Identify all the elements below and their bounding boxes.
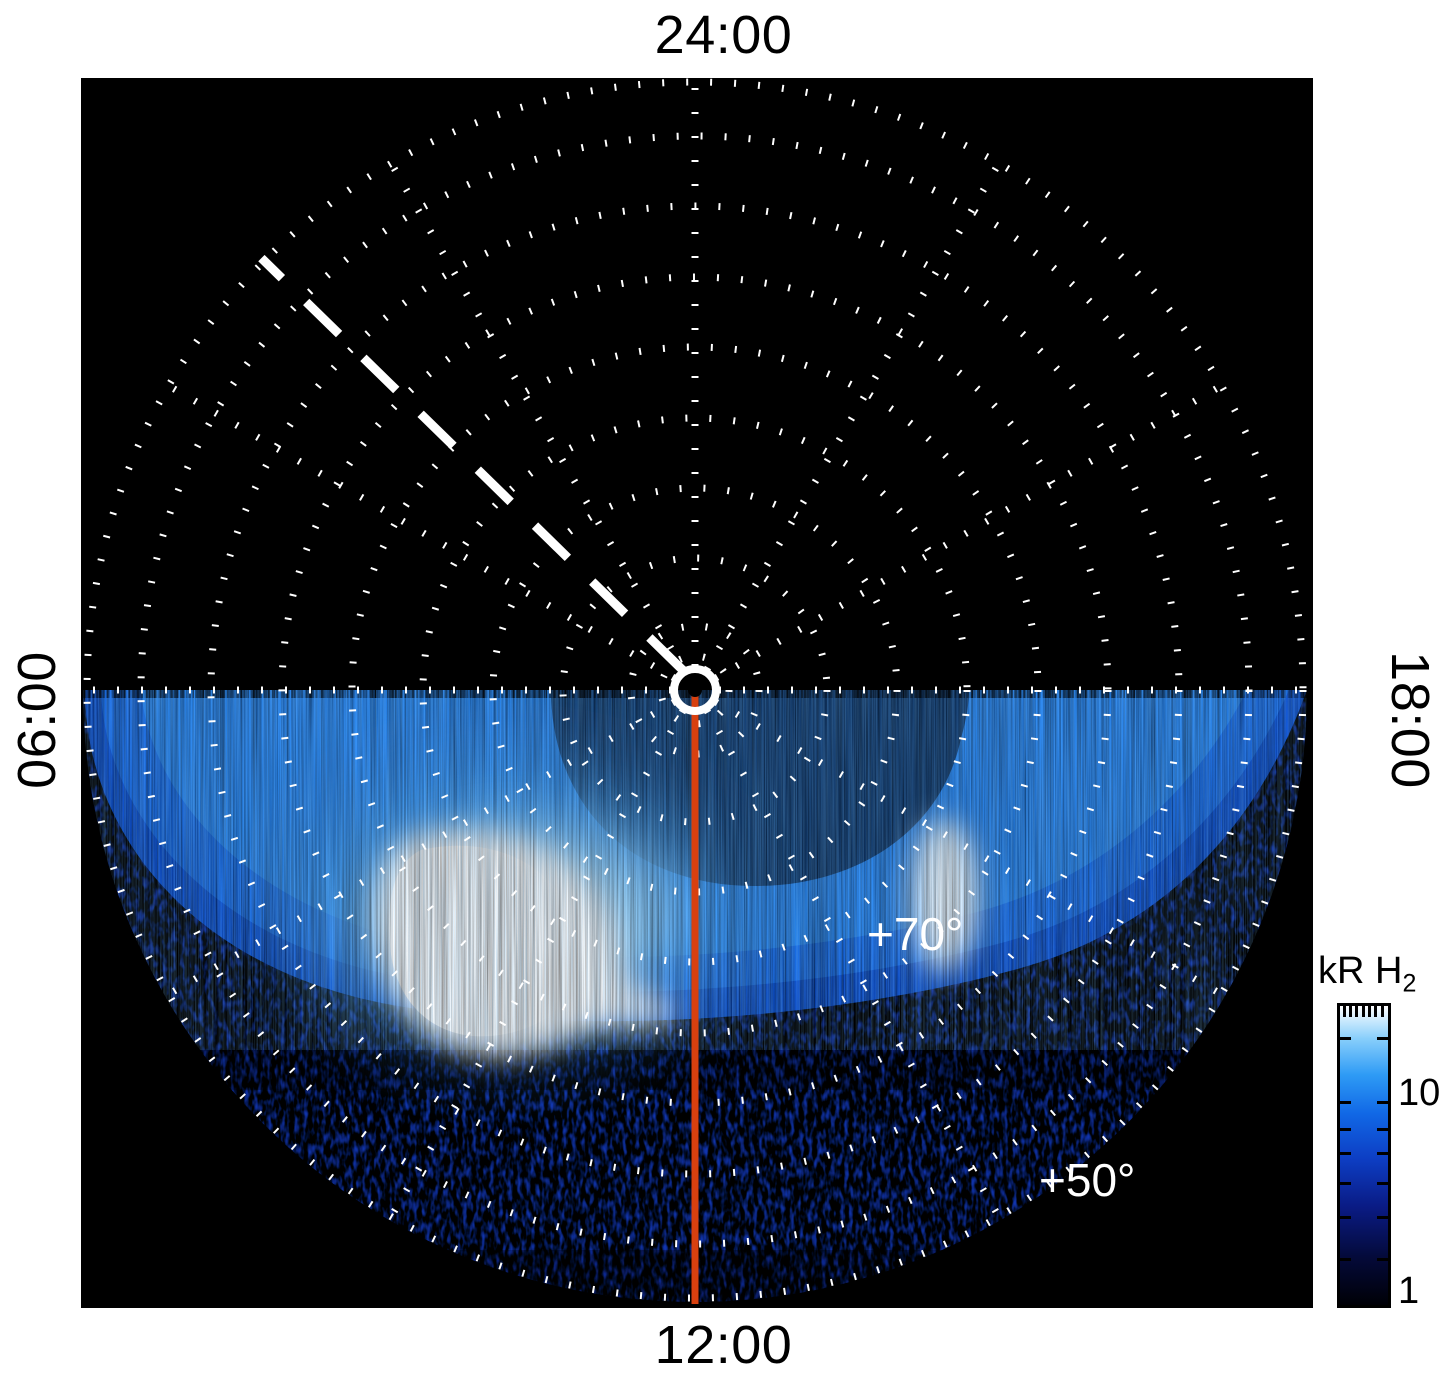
grid-circle-outer bbox=[83, 78, 1307, 1302]
latitude-label-50: +50° bbox=[1039, 1154, 1135, 1206]
colorbar-frame bbox=[1337, 1003, 1391, 1308]
grid-circle-6 bbox=[348, 343, 1042, 1037]
colorbar-tick-7 bbox=[1377, 1182, 1388, 1185]
colorbar-title-subscript: 2 bbox=[1402, 969, 1417, 998]
colorbar-minor-tick bbox=[1343, 1006, 1346, 1017]
colorbar-minor-tick bbox=[1368, 1006, 1371, 1017]
polar-plot-panel: +70° +50° bbox=[81, 78, 1313, 1308]
colorbar-tick-5 bbox=[1377, 1258, 1388, 1261]
grid-circle-1 bbox=[657, 652, 733, 728]
colorbar-tick-20 bbox=[1340, 1037, 1351, 1040]
latitude-label-70: +70° bbox=[867, 908, 963, 960]
colorbar-tick-10 bbox=[1377, 1101, 1388, 1104]
colorbar-tick-9 bbox=[1340, 1128, 1351, 1131]
colorbar: kR H2 bbox=[1318, 950, 1447, 1320]
axis-label-midnight: 24:00 bbox=[654, 5, 793, 65]
colorbar-tick-10 bbox=[1340, 1101, 1351, 1104]
colorbar-minor-tick bbox=[1355, 1006, 1358, 1017]
colorbar-tick-5 bbox=[1340, 1258, 1351, 1261]
grid-circle-2 bbox=[627, 622, 763, 758]
grid-circle-5 bbox=[419, 414, 971, 966]
grid-circle-4 bbox=[489, 484, 901, 896]
polar-plot-svg: +70° +50° bbox=[81, 78, 1313, 1308]
colorbar-label-10: 10 bbox=[1398, 1072, 1441, 1114]
axis-label-dawn: 06:00 bbox=[7, 651, 67, 789]
colorbar-tick-8 bbox=[1377, 1152, 1388, 1155]
colorbar-title-text: kR H bbox=[1318, 950, 1403, 992]
colorbar-tick-8 bbox=[1340, 1152, 1351, 1155]
colorbar-tick-9 bbox=[1377, 1128, 1388, 1131]
spacecraft-track bbox=[245, 242, 703, 690]
colorbar-tick-7 bbox=[1340, 1182, 1351, 1185]
colorbar-label-1: 1 bbox=[1398, 1270, 1420, 1312]
colorbar-minor-tick bbox=[1362, 1006, 1365, 1017]
colorbar-minor-tick bbox=[1381, 1006, 1384, 1017]
colorbar-tick-6 bbox=[1377, 1216, 1388, 1219]
colorbar-tick-6 bbox=[1340, 1216, 1351, 1219]
colorbar-title: kR H2 bbox=[1318, 950, 1416, 999]
colorbar-tick-20 bbox=[1377, 1037, 1388, 1040]
axis-label-noon: 12:00 bbox=[654, 1315, 793, 1375]
colorbar-minor-tick bbox=[1374, 1006, 1377, 1017]
colorbar-minor-tick bbox=[1349, 1006, 1352, 1017]
grid-circle-8 bbox=[207, 202, 1183, 1178]
pole-marker bbox=[670, 665, 720, 715]
grid-circle-3 bbox=[559, 554, 831, 826]
colorbar-gradient bbox=[1340, 1006, 1388, 1305]
axis-label-dusk: 18:00 bbox=[1380, 651, 1440, 789]
